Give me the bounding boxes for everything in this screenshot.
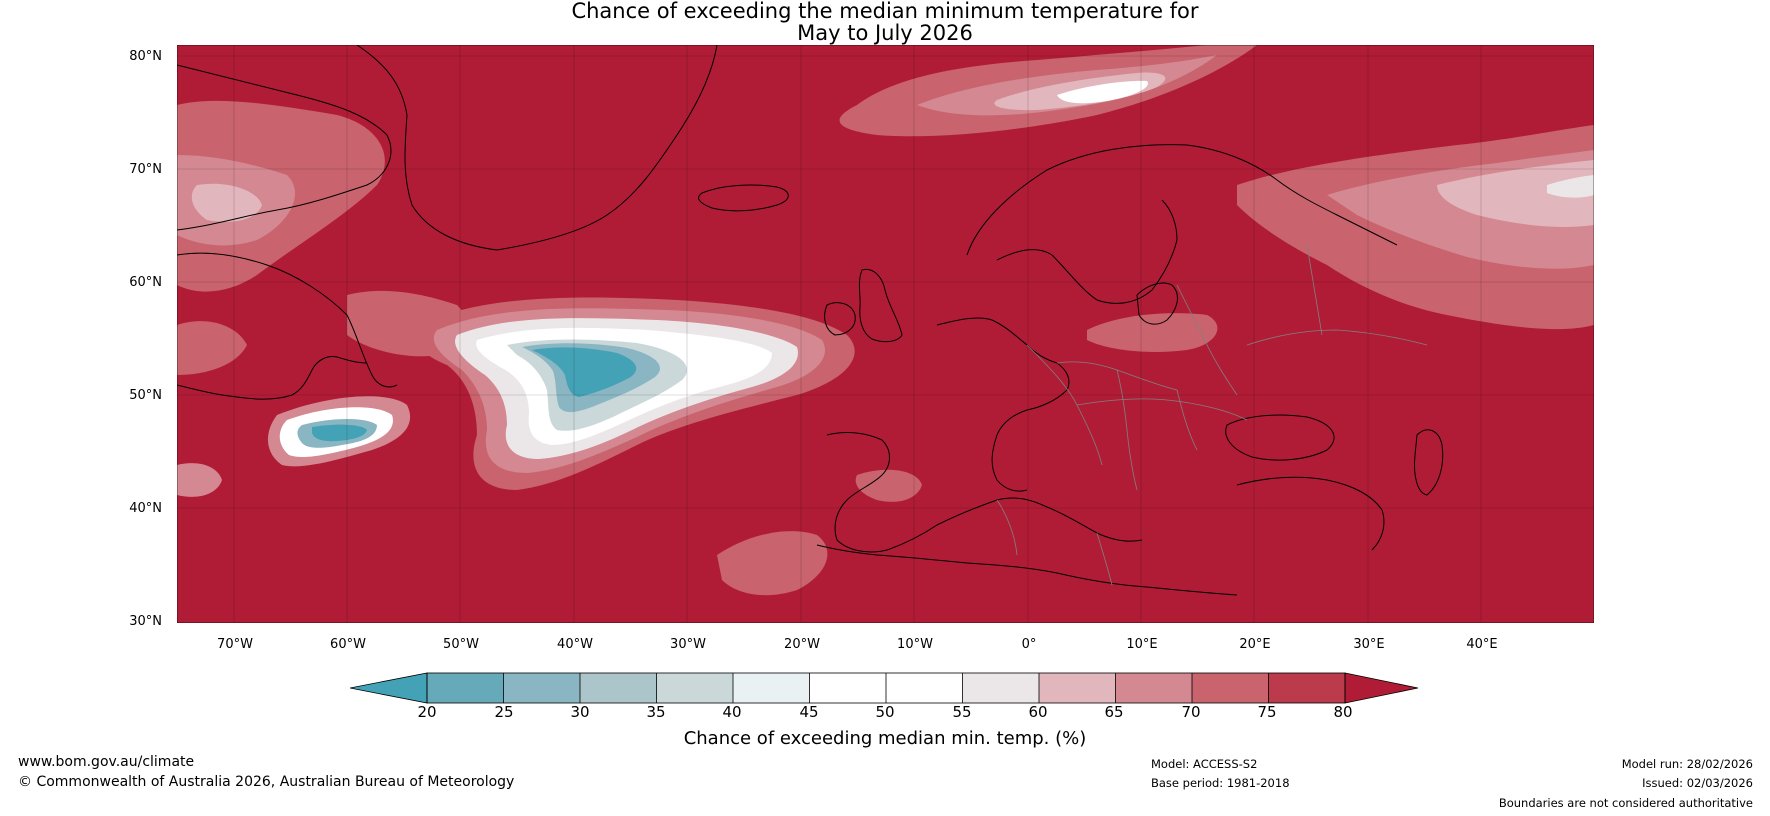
colorbar-tick-marks [426,673,1346,703]
lon-label-20e: 20°E [1239,637,1271,652]
colorbar-tick-40: 40 [722,703,742,721]
colorbar-segment [1039,673,1116,703]
colorbar-tick-65: 65 [1104,703,1124,721]
map-title-line1: Chance of exceeding the median minimum t… [571,0,1199,23]
colorbar-tick-75: 75 [1257,703,1277,721]
lon-label-30e: 30°E [1353,637,1385,652]
lon-label-10w: 10°W [897,637,933,652]
colorbar-extend-high [1344,672,1419,704]
colorbar-segment [656,673,733,703]
colorbar-segment [962,673,1039,703]
colorbar-segment [1115,673,1192,703]
lat-label-60n: 60°N [129,275,162,290]
lon-label-0: 0° [1021,637,1037,652]
colorbar-tick-45: 45 [799,703,819,721]
eurasia-arctic-region [1087,125,1594,352]
colorbar-segment [580,673,657,703]
subtropical-region [177,463,922,596]
colorbar-segment [1268,673,1345,703]
colorbar-segment [886,673,963,703]
colorbar-tick-20: 20 [417,703,437,721]
colorbar-segment [503,673,580,703]
colorbar [350,672,1419,704]
base-period-text: Base period: 1981-2018 [1151,776,1290,790]
graticule [177,45,1594,623]
newfoundland-cold-anomaly [267,396,411,467]
colorbar-segment [809,673,886,703]
lat-label-50n: 50°N [129,388,162,403]
colorbar-segment [733,673,810,703]
colorbar-tick-50: 50 [875,703,895,721]
lon-label-70w: 70°W [217,637,253,652]
colorbar-segment [1192,673,1269,703]
north-atlantic-cold-anomaly [416,297,855,490]
colorbar-tick-25: 25 [494,703,514,721]
forecast-map [177,45,1594,623]
lon-label-30w: 30°W [670,637,706,652]
lon-label-40w: 40°W [557,637,593,652]
colorbar-tick-60: 60 [1028,703,1048,721]
lon-label-10e: 10°E [1126,637,1158,652]
colorbar-title: Chance of exceeding median min. temp. (%… [683,728,1087,749]
disclaimer-text: Boundaries are not considered authoritat… [1498,796,1753,810]
copyright-text: © Commonwealth of Australia 2026, Austra… [18,774,515,790]
lon-label-20w: 20°W [784,637,820,652]
colorbar-tick-35: 35 [646,703,666,721]
colorbar-tick-70: 70 [1181,703,1201,721]
website-link[interactable]: www.bom.gov.au/climate [18,754,195,770]
lon-label-50w: 50°W [443,637,479,652]
issued-text: Issued: 02/03/2026 [1642,776,1753,790]
colorbar-segment [427,673,504,703]
colorbar-extend-low [350,672,428,704]
lat-label-80n: 80°N [129,49,162,64]
lon-label-40e: 40°E [1466,637,1498,652]
lat-label-70n: 70°N [129,162,162,177]
lat-label-30n: 30°N [129,614,162,629]
lon-label-60w: 60°W [330,637,366,652]
arctic-anomaly-region [839,45,1257,137]
lat-label-40n: 40°N [129,501,162,516]
country-borders [996,244,1428,586]
colorbar-segments [350,672,1419,704]
model-text: Model: ACCESS-S2 [1151,757,1258,771]
canada-arctic-region [177,100,468,375]
coastlines [177,45,1444,596]
colorbar-tick-30: 30 [570,703,590,721]
colorbar-tick-80: 80 [1333,703,1353,721]
model-run-text: Model run: 28/02/2026 [1621,757,1753,771]
colorbar-tick-55: 55 [952,703,972,721]
map-title-line2: May to July 2026 [797,21,973,45]
